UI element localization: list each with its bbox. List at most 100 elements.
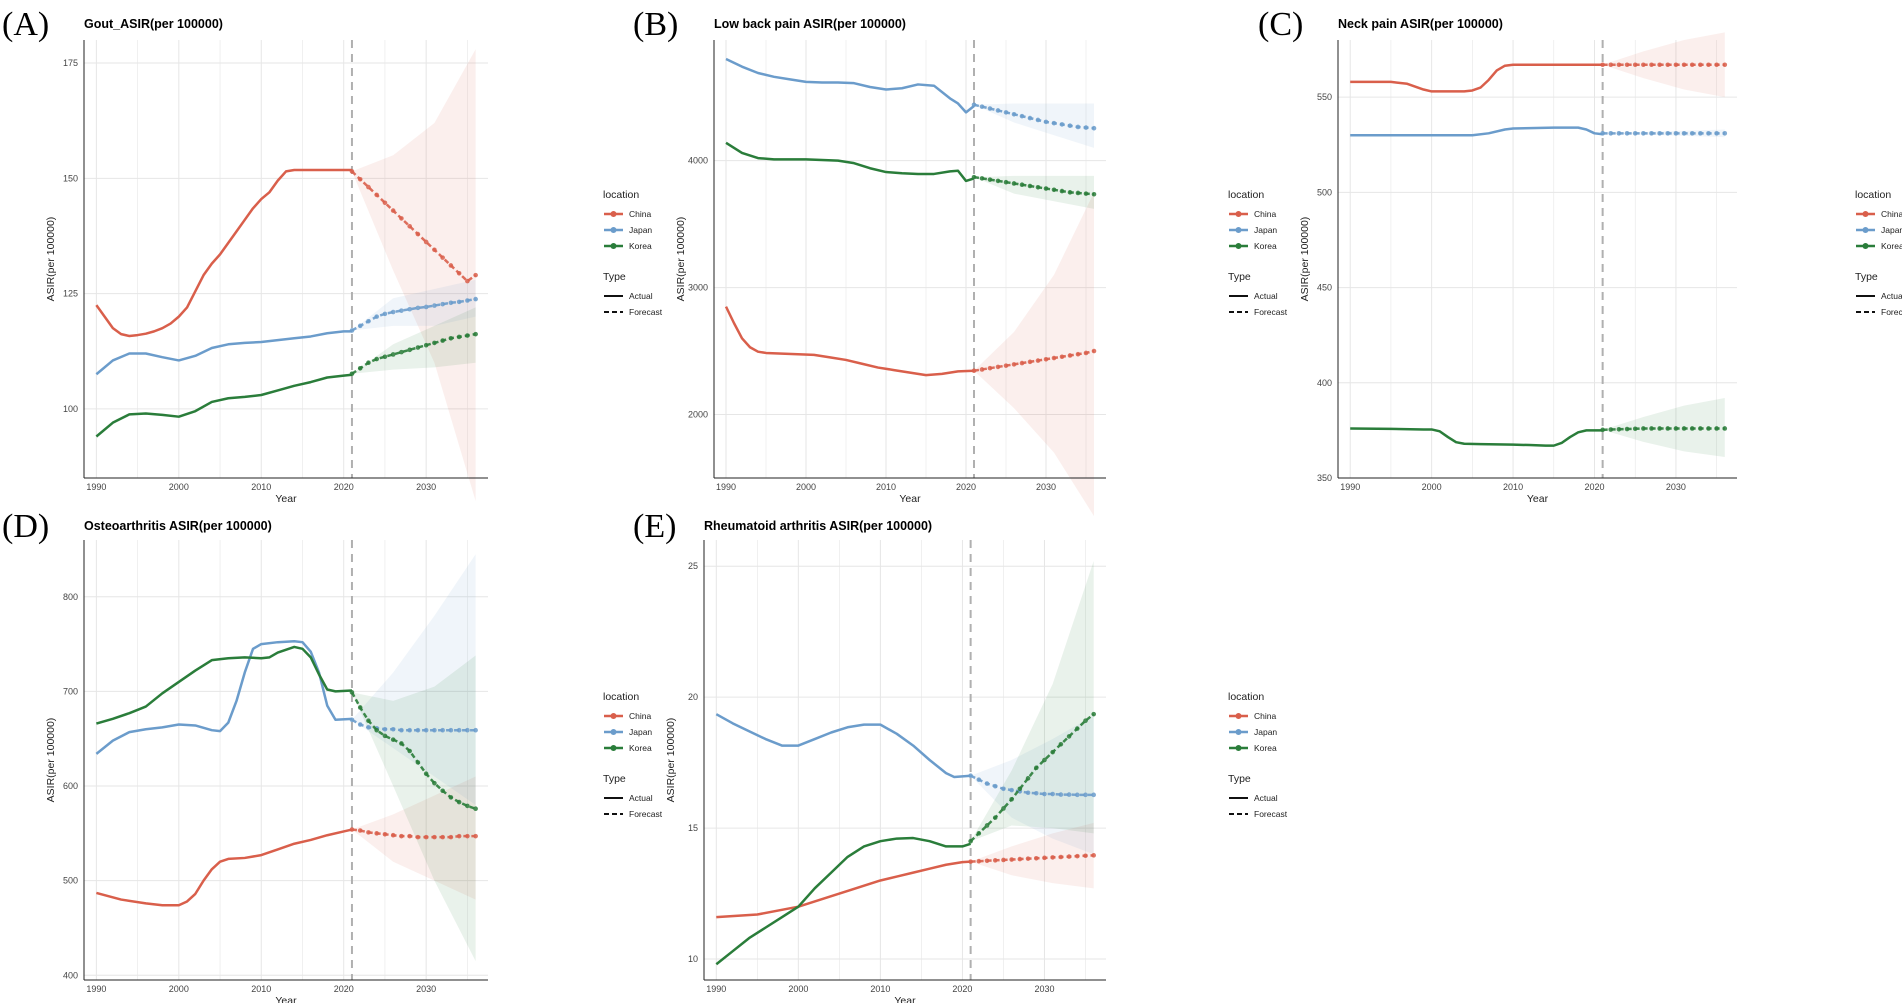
forecast-point-korea [1025,776,1031,781]
actual-line-japan [1350,126,1603,137]
ci-band-japan [1602,129,1725,138]
forecast-point-korea [1042,757,1047,763]
forecast-point-china [1011,362,1017,367]
panel-e-plot: 1990 2000 2010 2020 2030 10 15 20 25 Year ASIR(per… [665,540,1288,1003]
forecast-point-korea [1027,183,1033,189]
forecast-point-japan [971,102,977,108]
y-tick-label: 10 [688,954,698,964]
ci-band-korea [970,560,1094,842]
forecast-point-china [357,176,363,182]
forecast-point-korea [1001,806,1006,811]
forecast-point-korea [1091,711,1096,717]
forecast-point-china [971,368,977,374]
forecast-point-japan [1011,111,1017,117]
forecast-point-china [415,834,421,840]
ci-band-japan [351,279,476,331]
forecast-point-korea [415,345,421,350]
actual-line-china [1350,63,1603,93]
forecast-point-korea [374,356,379,362]
y-tick-label: 500 [1317,187,1332,197]
forecast-point-korea [1059,188,1065,194]
forecast-point-china [1689,62,1695,68]
panel-b-plot: 1990 2000 2010 2020 2030 2000 3000 4000 Year ASIR… [675,40,1288,517]
legend-location-title: location [1855,189,1891,201]
actual-line-japan [95,639,353,755]
x-tick-label: 2000 [788,984,808,994]
legend-label-korea: Korea [629,241,652,251]
panel-c-title: Neck pain ASIR(per 100000) [1338,17,1503,31]
forecast-point-japan [390,309,396,315]
forecast-point-korea [995,178,1001,184]
forecast-point-china [440,834,445,840]
y-axis-label: ASIR(per 100000) [45,718,57,803]
forecast-point-korea [1003,179,1009,185]
panel-c-plot: 1990 2000 2010 2020 2030 350 400 450 500 550 Year A… [1299,32,1902,505]
y-tick-label: 3000 [688,283,708,293]
forecast-point-korea [357,705,363,710]
forecast-point-korea [1649,426,1654,431]
forecast-point-japan [366,318,371,324]
forecast-point-korea [366,718,371,724]
forecast-point-japan [1075,124,1081,130]
forecast-point-japan [1091,792,1096,798]
forecast-point-korea [1075,190,1081,196]
forecast-point-japan [1033,790,1039,796]
forecast-point-china [1600,62,1605,68]
legend-label-china: China [1254,209,1276,219]
ci-band-japan [970,715,1094,855]
forecast-point-korea [1722,426,1728,431]
legend-label-china: China [629,711,651,721]
forecast-point-korea [1665,426,1671,431]
forecast-point-korea [366,360,371,366]
actual-line-china [95,168,352,338]
forecast-point-china [415,231,421,237]
legend-label-japan: Japan [629,225,652,235]
forecast-point-japan [1698,131,1703,136]
forecast-point-korea [1083,718,1088,724]
forecast-point-japan [984,781,990,786]
actual-line-china [724,306,975,377]
x-axis-label: Year [275,493,297,505]
y-axis-label: ASIR(per 100000) [45,217,57,302]
forecast-point-china [1657,62,1662,68]
forecast-point-japan [423,304,429,310]
legend-label-china: China [629,209,651,219]
forecast-point-japan [1714,131,1719,136]
forecast-point-korea [1067,190,1073,195]
forecast-point-china [1706,62,1711,68]
x-tick-label: 2020 [1584,482,1604,492]
forecast-point-korea [448,795,454,800]
forecast-point-japan [357,323,363,329]
forecast-point-japan [399,308,404,313]
forecast-point-japan [1641,131,1646,136]
forecast-point-china [1035,358,1041,363]
forecast-point-china [1017,856,1023,862]
forecast-line-korea [973,175,1095,196]
forecast-line-korea [969,713,1095,843]
legend-swatch-point-china [610,211,617,217]
forecast-point-china [976,858,982,864]
forecast-point-china [465,833,470,839]
x-tick-label: 2020 [956,482,976,492]
forecast-point-japan [1083,125,1089,130]
forecast-point-japan [465,727,470,733]
forecast-point-china [1075,351,1081,357]
forecast-point-korea [984,823,990,828]
forecast-point-korea [1074,726,1080,731]
legend-label-forecast: Forecast [1254,809,1288,819]
forecast-point-china [390,208,396,213]
forecast-point-korea [399,349,404,355]
forecast-point-japan [382,726,388,732]
forecast-point-china [465,278,470,284]
forecast-point-korea [465,333,470,338]
forecast-point-china [440,255,445,260]
forecast-point-korea [1657,426,1662,431]
forecast-point-korea [357,365,363,371]
panel-e: (E) Rheumatoid arthritis ASIR(per 100000… [633,508,1288,1003]
forecast-point-china [1066,854,1072,859]
forecast-point-china [1001,857,1006,863]
forecast-point-china [1616,62,1622,68]
forecast-point-japan [357,722,363,727]
x-tick-label: 1990 [716,482,736,492]
forecast-point-korea [432,780,437,786]
